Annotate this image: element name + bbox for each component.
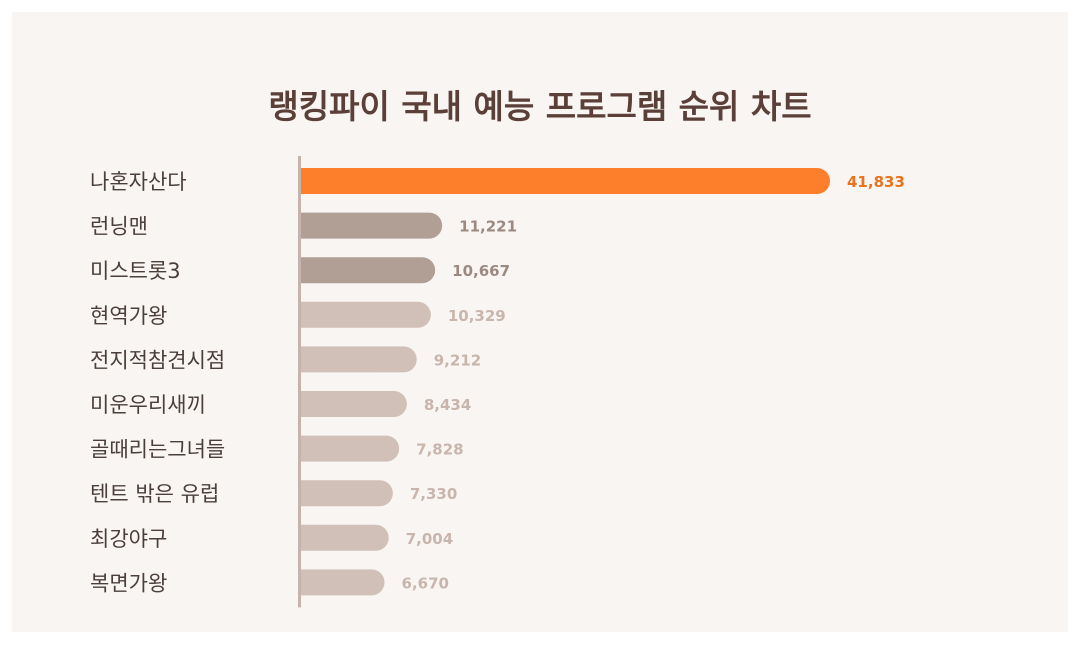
value-label: 6,670 <box>402 574 449 592</box>
bar <box>300 480 393 507</box>
y-axis-line <box>298 156 301 608</box>
category-label: 런닝맨 <box>90 215 148 239</box>
value-label: 7,004 <box>406 530 453 548</box>
category-label: 나혼자산다 <box>90 170 187 194</box>
category-label: 미운우리새끼 <box>90 393 206 417</box>
value-label: 9,212 <box>434 351 481 369</box>
bar <box>300 391 407 417</box>
value-label: 11,221 <box>459 218 517 236</box>
chart-panel <box>12 12 1068 632</box>
category-label: 골때리는그녀들 <box>90 438 225 462</box>
value-label: 41,833 <box>847 173 905 191</box>
bar <box>300 168 830 194</box>
bar <box>300 524 389 551</box>
bar <box>300 212 443 239</box>
category-label: 복면가왕 <box>90 571 167 595</box>
value-label: 10,329 <box>448 307 506 325</box>
value-label: 10,667 <box>452 262 510 280</box>
category-label: 최강야구 <box>90 527 167 551</box>
category-label: 전지적참견시점 <box>90 348 225 372</box>
value-label: 8,434 <box>424 396 471 414</box>
bar <box>300 435 400 462</box>
category-label: 미스트롯3 <box>90 259 181 283</box>
value-label: 7,330 <box>410 485 457 503</box>
bar <box>300 301 431 328</box>
bar <box>300 257 436 284</box>
category-label: 텐트 밖은 유럽 <box>90 482 219 506</box>
bar <box>300 569 385 596</box>
chart-title: 랭킹파이 국내 예능 프로그램 순위 차트 <box>268 87 812 126</box>
category-label: 현역가왕 <box>90 304 167 328</box>
bar <box>300 346 417 373</box>
value-label: 7,828 <box>416 441 463 459</box>
